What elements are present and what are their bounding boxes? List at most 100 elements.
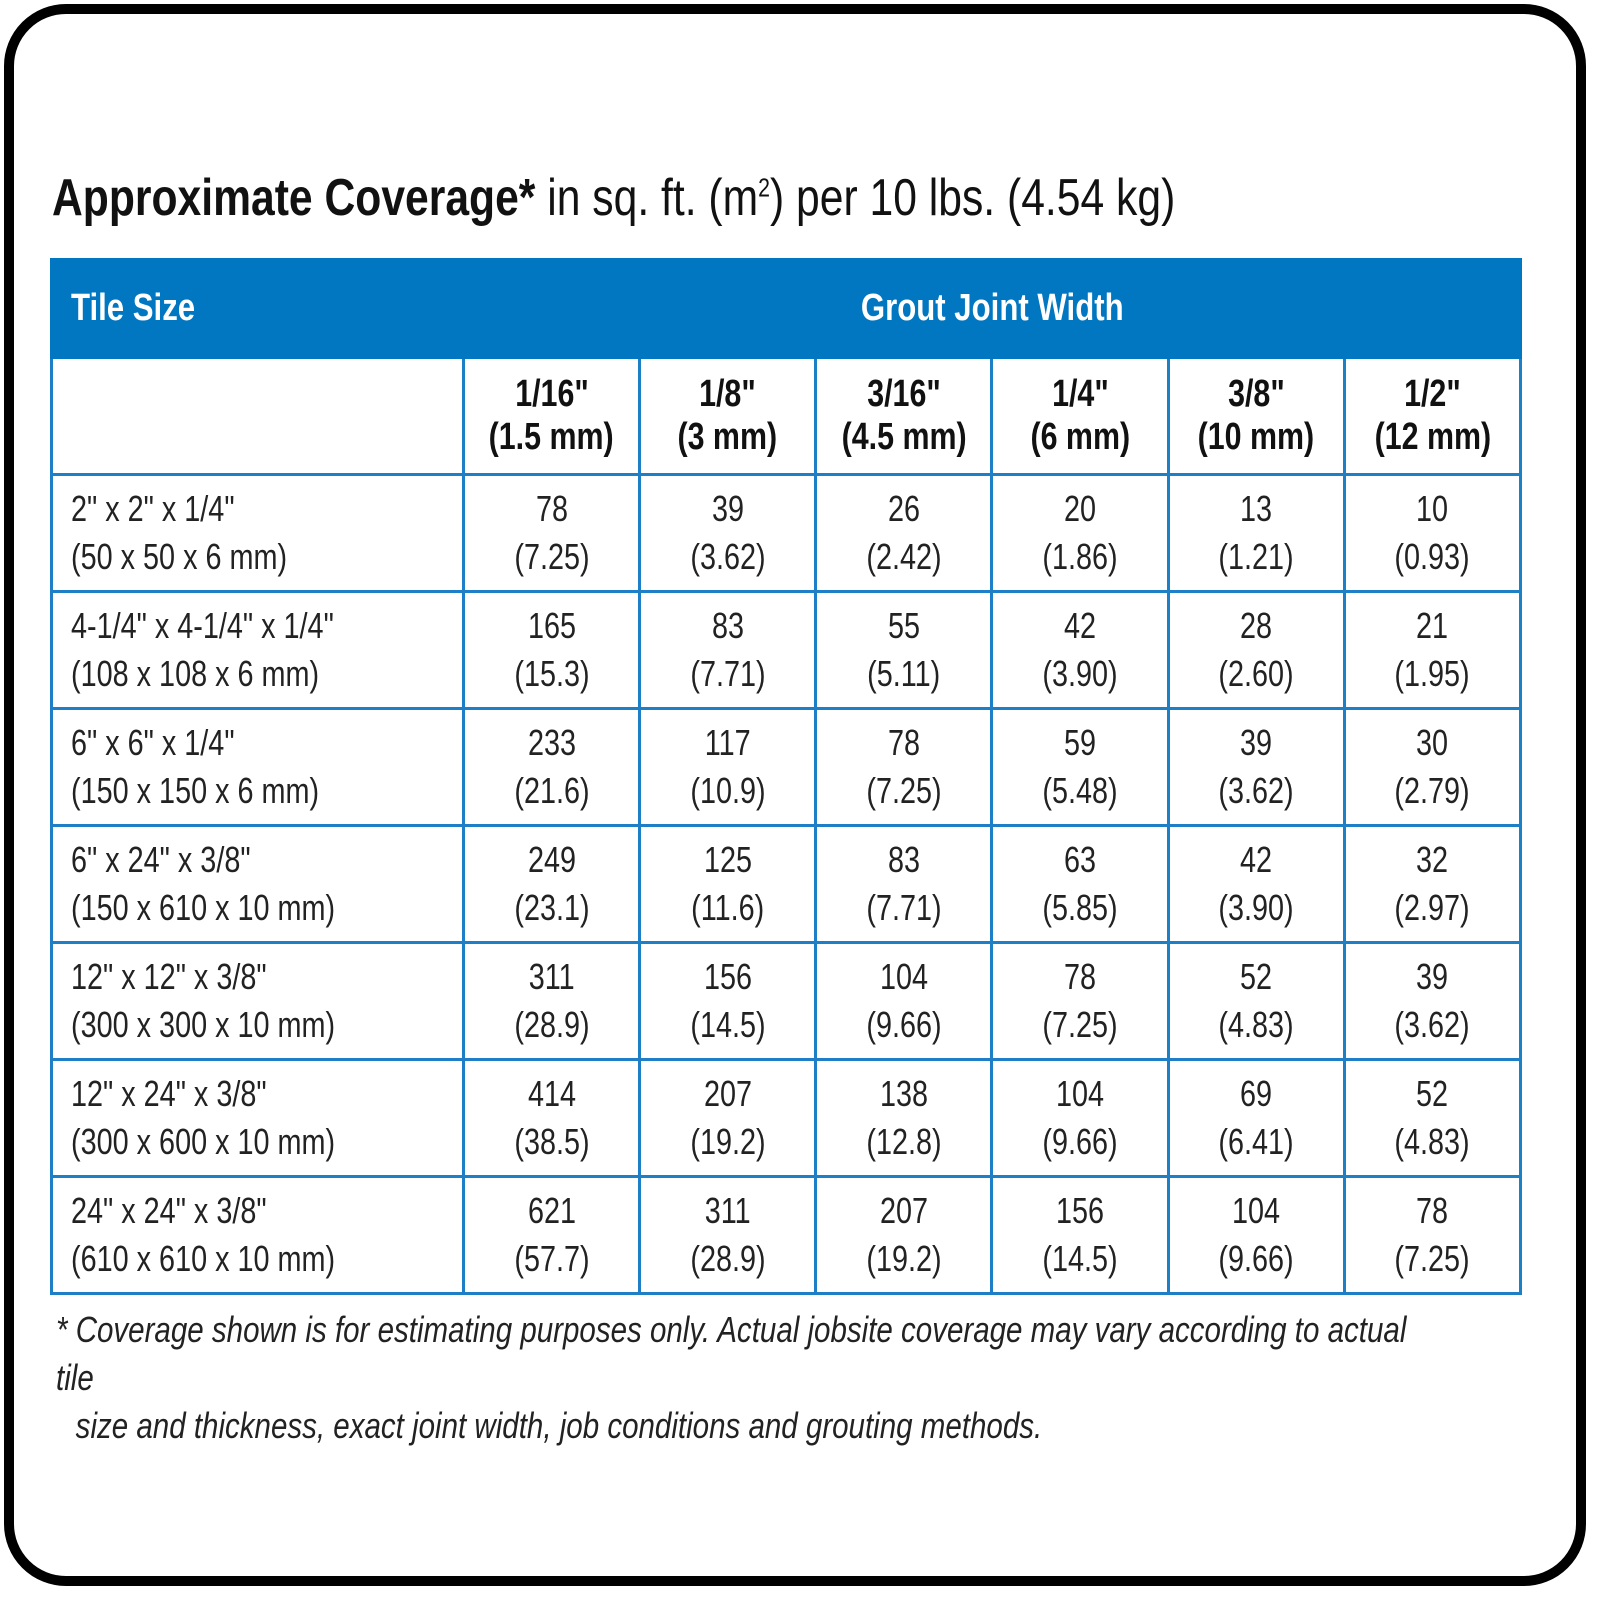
coverage-m2: (9.66) [1218,1238,1294,1279]
coverage-cell: 63 (5.85) [990,824,1170,944]
coverage-sqft: 26 [887,488,920,529]
coverage-m2: (10.9) [690,770,766,811]
coverage-sqft: 13 [1240,488,1273,529]
grout-joint-width-header: Grout Joint Width [462,258,1522,359]
coverage-cell: 621 (57.7) [461,1175,642,1295]
tile-size-cell: 2" x 2" x 1/4" (50 x 50 x 6 mm) [50,473,465,593]
column-header-inches: 1/2" [1404,373,1461,415]
column-header-inches: 1/16" [514,373,589,415]
coverage-m2: (15.3) [513,653,590,694]
column-header: 1/2" (12 mm) [1342,356,1523,476]
coverage-m2: (3.90) [1218,887,1294,928]
coverage-cell: 10 (0.93) [1342,473,1523,593]
column-header-mm: (3 mm) [677,416,778,458]
coverage-m2: (7.25) [1394,1238,1471,1279]
coverage-sqft: 117 [704,722,751,763]
coverage-sqft: 249 [527,839,576,880]
coverage-cell: 28 (2.60) [1166,590,1346,710]
coverage-m2: (23.1) [513,887,590,928]
coverage-cell: 207 (19.2) [814,1175,994,1295]
footnote-line-1: * Coverage shown is for estimating purpo… [56,1309,1407,1398]
coverage-sqft: 207 [879,1190,928,1231]
footnote: * Coverage shown is for estimating purpo… [56,1306,1450,1450]
coverage-m2: (11.6) [691,887,765,928]
coverage-sqft: 138 [879,1073,928,1114]
coverage-cell: 39 (3.62) [1342,941,1523,1061]
coverage-cell: 233 (21.6) [461,707,642,827]
coverage-sqft: 32 [1416,839,1449,880]
coverage-sqft: 621 [527,1190,576,1231]
coverage-m2: (28.9) [513,1004,590,1045]
card-border [4,4,1586,1586]
coverage-cell: 42 (3.90) [1166,824,1346,944]
title-bold: Approximate Coverage* [52,169,536,227]
coverage-m2: (14.5) [690,1004,766,1045]
coverage-sqft: 104 [1056,1073,1105,1114]
coverage-cell: 414 (38.5) [461,1058,642,1178]
coverage-sqft: 104 [879,956,928,997]
coverage-sqft: 414 [527,1073,576,1114]
coverage-sqft: 63 [1064,839,1097,880]
column-header-inches: 1/4" [1051,373,1109,415]
coverage-cell: 69 (6.41) [1166,1058,1346,1178]
coverage-cell: 78 (7.25) [814,707,994,827]
tile-size-mm: (300 x 300 x 10 mm) [71,1004,336,1045]
coverage-cell: 52 (4.83) [1342,1058,1523,1178]
tile-size-mm: (300 x 600 x 10 mm) [71,1121,336,1162]
tile-size-inches: 6" x 6" x 1/4" [71,722,235,763]
tile-size-cell: 6" x 24" x 3/8" (150 x 610 x 10 mm) [50,824,465,944]
coverage-m2: (28.9) [690,1238,766,1279]
coverage-m2: (0.93) [1394,536,1471,577]
coverage-cell: 32 (2.97) [1342,824,1523,944]
title-units-rest: ) per 10 lbs. (4.54 kg) [769,169,1176,227]
coverage-m2: (9.66) [1042,1121,1118,1162]
coverage-m2: (57.7) [513,1238,590,1279]
coverage-m2: (3.62) [690,536,766,577]
coverage-cell: 117 (10.9) [638,707,818,827]
coverage-m2: (38.5) [513,1121,590,1162]
tile-size-cell: 4-1/4" x 4-1/4" x 1/4" (108 x 108 x 6 mm) [50,590,465,710]
tile-size-cell: 12" x 12" x 3/8" (300 x 300 x 10 mm) [50,941,465,1061]
coverage-table: Tile Size Grout Joint Width 1/16" (1.5 mm… [50,258,1523,1295]
coverage-m2: (2.79) [1394,770,1471,811]
coverage-cell: 311 (28.9) [638,1175,818,1295]
coverage-m2: (3.62) [1394,1004,1471,1045]
coverage-cell: 249 (23.1) [461,824,642,944]
coverage-cell: 165 (15.3) [461,590,642,710]
coverage-cell: 156 (14.5) [638,941,818,1061]
column-header-mm: (10 mm) [1197,416,1315,458]
coverage-sqft: 28 [1240,605,1273,646]
column-header-inches: 1/8" [699,373,757,415]
coverage-cell: 52 (4.83) [1166,941,1346,1061]
coverage-m2: (5.85) [1042,887,1118,928]
table-row: 12" x 24" x 3/8" (300 x 600 x 10 mm) 414 (3… [50,1058,1523,1178]
column-header: 3/16" (4.5 mm) [814,356,994,476]
coverage-cell: 39 (3.62) [1166,707,1346,827]
coverage-sqft: 233 [527,722,576,763]
coverage-sqft: 69 [1240,1073,1273,1114]
tile-size-inches: 2" x 2" x 1/4" [71,488,235,529]
coverage-cell: 83 (7.71) [638,590,818,710]
coverage-sqft: 39 [1240,722,1273,763]
coverage-m2: (7.71) [866,887,942,928]
tile-size-inches: 4-1/4" x 4-1/4" x 1/4" [71,605,334,646]
coverage-m2: (2.60) [1218,653,1294,694]
coverage-sqft: 52 [1240,956,1273,997]
tile-size-cell: 12" x 24" x 3/8" (300 x 600 x 10 mm) [50,1058,465,1178]
coverage-sqft: 52 [1416,1073,1449,1114]
title-units: in sq. ft. (m [535,169,759,227]
coverage-cell: 42 (3.90) [990,590,1170,710]
coverage-sqft: 39 [1416,956,1449,997]
coverage-sqft: 78 [1064,956,1097,997]
coverage-sqft: 39 [711,488,744,529]
coverage-m2: (4.83) [1394,1121,1471,1162]
tile-size-mm: (50 x 50 x 6 mm) [71,536,288,577]
coverage-m2: (1.21) [1218,536,1294,577]
coverage-sqft: 125 [703,839,752,880]
column-header-mm: (12 mm) [1374,416,1491,458]
coverage-cell: 104 (9.66) [990,1058,1170,1178]
column-header: 3/8" (10 mm) [1166,356,1346,476]
coverage-m2: (9.66) [866,1004,942,1045]
tile-size-inches: 12" x 12" x 3/8" [71,956,267,997]
coverage-cell: 125 (11.6) [638,824,818,944]
